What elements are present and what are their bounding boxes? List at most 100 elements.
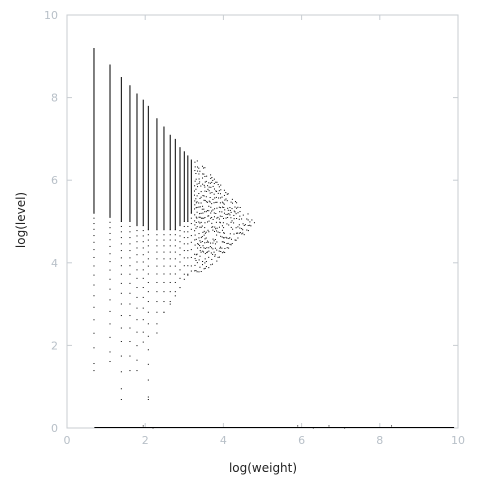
column-point (147, 265, 149, 267)
cloud-point (205, 180, 207, 182)
column-point (156, 332, 158, 334)
cloud-point (194, 208, 196, 210)
cloud-point (228, 213, 230, 215)
cloud-point (218, 206, 220, 208)
cloud-point (198, 178, 200, 180)
cloud-point (241, 228, 243, 230)
column-point (147, 251, 149, 253)
cloud-point (219, 211, 221, 213)
cloud-point (202, 260, 204, 262)
cloud-point (233, 214, 235, 216)
column-point (156, 239, 158, 241)
cloud-point (206, 175, 208, 177)
cloud-point (197, 186, 199, 188)
column-point (163, 258, 165, 260)
cloud-point (253, 222, 255, 224)
cloud-point (223, 232, 225, 234)
column-point (183, 237, 185, 239)
column-point (169, 234, 171, 236)
cloud-point (223, 232, 225, 234)
column-point (156, 301, 158, 303)
column-point (183, 221, 185, 222)
column-point (109, 261, 111, 263)
cloud-point (247, 213, 249, 215)
cloud-point (221, 215, 223, 217)
column-point (156, 245, 158, 247)
cloud-point (196, 206, 198, 208)
cloud-point (206, 252, 208, 254)
cloud-point (222, 241, 224, 243)
cloud-point (228, 247, 230, 249)
x-tick-label: 4 (220, 434, 227, 447)
cloud-point (222, 222, 224, 224)
column-point (136, 225, 138, 227)
column-point (190, 265, 192, 267)
column-point (142, 261, 144, 263)
column-point (129, 355, 131, 357)
cloud-point (210, 264, 212, 266)
cloud-point (197, 166, 199, 168)
cloud-point (237, 237, 239, 239)
x-tick-label: 8 (376, 434, 383, 447)
axes (66, 14, 459, 429)
cloud-point (235, 239, 237, 241)
column-point (142, 225, 144, 227)
column-point (147, 273, 149, 275)
cloud-point (195, 207, 197, 209)
cloud-point (208, 220, 210, 222)
cloud-point (218, 256, 220, 258)
cloud-point (202, 195, 204, 197)
cloud-point (207, 188, 209, 190)
cloud-point (218, 250, 220, 252)
column-point (136, 254, 138, 256)
cloud-point (211, 222, 213, 224)
column-point (109, 245, 111, 247)
column-point (183, 265, 185, 267)
cloud-point (220, 189, 222, 191)
cloud-point (226, 243, 228, 245)
cloud-point (211, 181, 213, 183)
column-point (109, 299, 111, 301)
cloud-point (223, 189, 225, 191)
cloud-point (233, 210, 235, 212)
column-point (147, 349, 149, 351)
cloud-point (233, 222, 235, 224)
cloud-point (202, 183, 204, 185)
cloud-point (223, 203, 225, 205)
cloud-point (196, 226, 198, 228)
cloud-point (242, 232, 244, 234)
cloud-point (229, 233, 231, 235)
cloud-point (214, 243, 216, 245)
column-point (129, 327, 131, 329)
column-point (190, 217, 192, 219)
cloud-point (194, 180, 196, 182)
x-axis-title: log(weight) (229, 461, 297, 475)
cloud-point (194, 200, 196, 202)
cloud-point (214, 197, 216, 199)
column-point (142, 241, 144, 243)
cloud-point (213, 188, 215, 190)
cloud-point (208, 210, 210, 212)
column-point (174, 229, 176, 231)
cloud-point (195, 178, 197, 180)
cloud-point (218, 197, 220, 199)
cloud-point (214, 208, 216, 210)
column-point (179, 247, 181, 249)
cloud-point (210, 186, 212, 188)
cloud-point (194, 185, 196, 187)
cloud-point (202, 167, 204, 169)
column-point (129, 370, 131, 372)
column-point (187, 265, 189, 267)
column-point (147, 363, 149, 365)
y-axis-title: log(level) (14, 192, 28, 248)
cloud-point (196, 211, 198, 213)
column-point (109, 351, 111, 353)
cloud-point (197, 247, 199, 249)
cloud-point (224, 199, 226, 201)
column-point (163, 301, 165, 303)
column-point (169, 239, 171, 241)
cloud-point (239, 206, 241, 208)
cloud-point (234, 201, 236, 203)
cloud-point (233, 218, 235, 220)
